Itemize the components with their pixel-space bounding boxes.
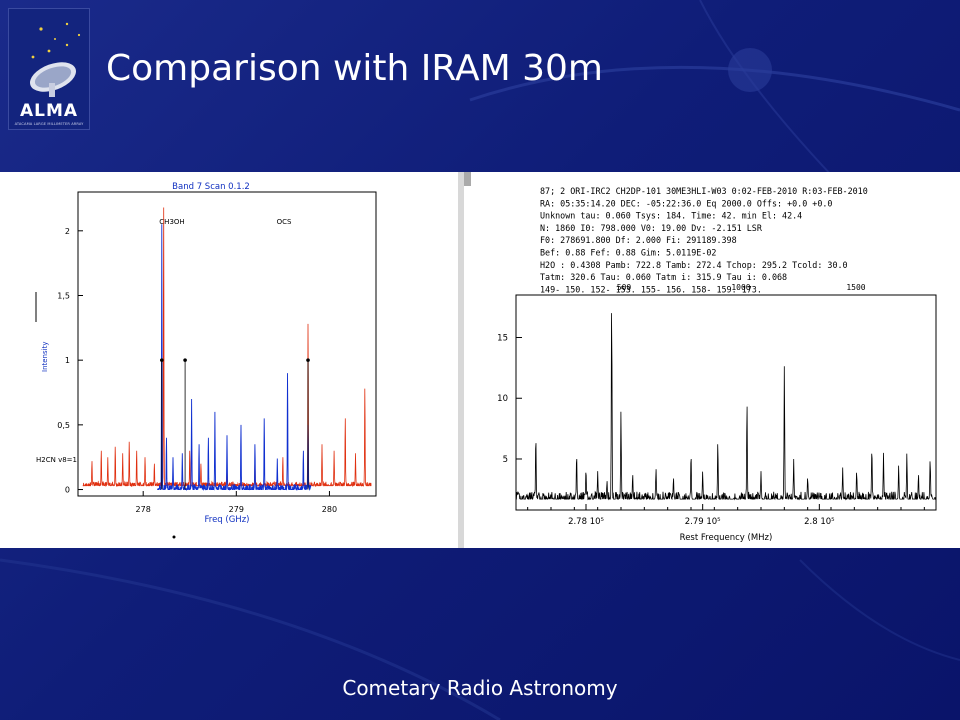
right-y-tick-label-1: 10 (497, 394, 508, 404)
marker-point-2 (306, 358, 310, 362)
header-line-7: Tatm: 320.6 Tau: 0.060 Tatm i: 315.9 Tau… (540, 272, 787, 282)
right-y-tick-label-0: 5 (503, 455, 508, 465)
logo-text: ALMA (19, 101, 79, 121)
band7-spectrum-chart: Band 7 Scan 0.1.2 Freq (GHz) Intensity C… (35, 182, 377, 539)
left-y-axis-label: Intensity (41, 342, 49, 372)
panel-divider (458, 172, 464, 548)
header-line-1: RA: 05:35:14.20 DEC: -05:22:36.0 Eq 2000… (540, 198, 832, 208)
right-x-axis-label: Rest Frequency (MHz) (680, 533, 773, 543)
logo-subtext: ATACAMA LARGE MILLIMETER ARRAY (14, 122, 84, 126)
left-markers (160, 358, 310, 539)
header-line-3: N: 1860 I0: 798.000 V0: 19.00 Dv: -2.151… (540, 223, 763, 233)
left-y-tick-label-3: 1,5 (57, 291, 70, 300)
annotation-ocs: OCS (277, 218, 292, 226)
top-axis-label-0: 500 (617, 283, 632, 292)
marker-point-0 (160, 358, 164, 362)
header-line-0: 87; 2 ORI-IRC2 CH2DP-101 30ME3HLI-W03 0:… (540, 186, 868, 196)
right-plot-frame (515, 294, 937, 511)
left-x-axis-label: Freq (GHz) (205, 515, 250, 525)
top-axis-label-1: 1000 (731, 283, 750, 292)
left-x-tick-label-2: 280 (322, 505, 337, 514)
annotation-ch3oh: CH3OH (159, 218, 184, 226)
alma-logo: ALMA ATACAMA LARGE MILLIMETER ARRAY (8, 8, 90, 130)
alma-dish-icon (30, 22, 81, 97)
iram-series-line (516, 313, 937, 501)
left-plot-frame (77, 191, 377, 497)
right-x-tick-label-0: 2.78 10⁵ (568, 517, 604, 527)
series-blue-line (157, 224, 312, 492)
scrollbar-handle (464, 172, 471, 186)
annotation-h2cn: H2CN v8=1 (36, 456, 77, 464)
left-y-tick-label-4: 2 (65, 227, 70, 236)
slide-title: Comparison with IRAM 30m (106, 48, 603, 89)
header-line-5: Bef: 0.88 Fef: 0.88 Gim: 5.0119E-02 (540, 248, 716, 258)
top-axis-label-2: 1500 (846, 283, 865, 292)
left-chart-title: Band 7 Scan 0.1.2 (172, 182, 250, 192)
marker-dot-1 (172, 535, 176, 539)
right-chart-panel: 87; 2 ORI-IRC2 CH2DP-101 30ME3HLI-W03 0:… (464, 172, 960, 548)
marker-point-1 (183, 358, 187, 362)
right-y-tick-label-2: 15 (497, 334, 508, 344)
header-line-4: F0: 278691.800 Df: 2.000 Fi: 291189.398 (540, 235, 737, 245)
slide-footer: Cometary Radio Astronomy (342, 676, 618, 700)
left-y-tick-label-1: 0,5 (57, 421, 70, 430)
header-line-6: H2O : 0.4308 Pamb: 722.8 Tamb: 272.4 Tch… (540, 260, 848, 270)
left-y-tick-label-2: 1 (65, 356, 70, 365)
header-line-8: 149- 150. 152- 153. 155- 156. 158- 159. … (540, 284, 762, 294)
left-x-tick-label-0: 278 (136, 505, 151, 514)
left-y-tick-label-0: 0 (65, 486, 70, 495)
header-line-2: Unknown tau: 0.060 Tsys: 184. Time: 42. … (540, 211, 802, 221)
left-chart-panel: Band 7 Scan 0.1.2 Freq (GHz) Intensity C… (0, 172, 458, 548)
iram-spectrum-chart: 87; 2 ORI-IRC2 CH2DP-101 30ME3HLI-W03 0:… (464, 172, 937, 543)
right-x-tick-label-1: 2.79 10⁵ (685, 517, 721, 527)
spectrum-header: 87; 2 ORI-IRC2 CH2DP-101 30ME3HLI-W03 0:… (540, 186, 868, 294)
left-x-tick-label-1: 279 (229, 505, 244, 514)
right-x-tick-label-2: 2.8 10⁵ (804, 517, 834, 527)
